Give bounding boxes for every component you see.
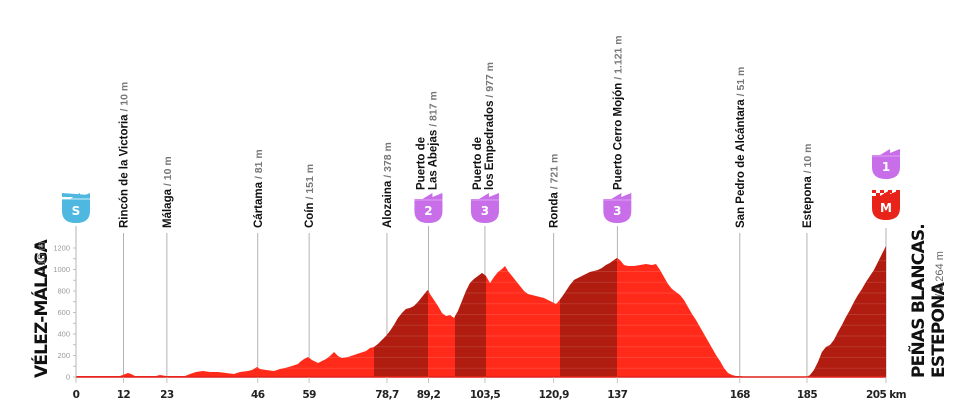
- waypoint-name: Málaga / 10 m: [162, 156, 174, 228]
- category-badge: 2: [414, 193, 443, 223]
- waypoint-name: los Empedrados / 977 m: [484, 62, 496, 190]
- start-alt: / 10 m: [36, 241, 48, 272]
- waypoint-name: Rincón de la Victoria / 10 m: [118, 82, 130, 228]
- y-tick-label: 400: [57, 330, 70, 339]
- svg-text:/ 10 m: / 10 m: [36, 241, 48, 272]
- waypoint-name: Alozaina / 378 m: [382, 142, 394, 228]
- finish-name-line1: PEÑAS BLANCAS.: [906, 224, 929, 378]
- waypoint-altitude: / 1.121 m: [612, 35, 624, 82]
- waypoint-name: Puerto Cerro Mojón / 1.121 m: [612, 35, 624, 190]
- x-tick-label: 0: [73, 389, 80, 401]
- waypoint-altitude: / 817 m: [427, 91, 439, 130]
- y-tick-label: 1200: [53, 244, 70, 253]
- waypoint-name: Cártama / 81 m: [253, 149, 265, 228]
- x-tick-label: 46: [251, 389, 265, 401]
- x-tick-label: 12: [117, 389, 131, 401]
- svg-text:/ 1.264 m: / 1.264 m: [934, 251, 946, 297]
- waypoint-name: San Pedro de Alcántara / 51 m: [735, 67, 747, 228]
- waypoint-name: Puerto de: [415, 137, 427, 190]
- category-badge-text: 1: [882, 160, 890, 174]
- climb-segment: [455, 246, 486, 377]
- finish-label: PEÑAS BLANCAS.: [906, 224, 929, 378]
- category-badge: 3: [470, 193, 499, 223]
- waypoint-name: Las Abejas / 817 m: [427, 91, 439, 190]
- y-tick-label: 800: [57, 287, 70, 296]
- category-badge-text: 3: [613, 204, 621, 218]
- y-tick-label: 0: [66, 373, 70, 382]
- x-tick-label: 89,2: [417, 389, 441, 401]
- x-tick-label: 59: [302, 389, 316, 401]
- x-axis: 0 12 23 46 59 78,7 89,2 103,5 120,9 137 168 185 205 …: [73, 377, 907, 401]
- x-tick-label: 103,5: [470, 389, 501, 401]
- x-tick-label: 23: [160, 389, 174, 401]
- x-tick-label: 120,9: [539, 389, 570, 401]
- y-tick-label: 1000: [53, 265, 70, 274]
- start-label: VÉLEZ-MÁLAGA: [30, 238, 52, 378]
- waypoint-altitude: / 10 m: [162, 156, 174, 189]
- finish-badge-text: M: [880, 201, 892, 215]
- waypoint-altitude: / 10 m: [118, 82, 130, 115]
- finish-label-line2: ESTEPONA: [929, 281, 949, 378]
- waypoint-labels: Rincón de la Victoria / 10 m Málaga / 10 …: [118, 35, 814, 228]
- category-badge-text: 2: [424, 204, 432, 218]
- waypoint-name: Ronda / 721 m: [549, 154, 561, 228]
- category-badge-text: 3: [481, 204, 489, 218]
- y-tick-label: 600: [57, 308, 70, 317]
- y-tick-label: 200: [57, 351, 70, 360]
- waypoint-name: Puerto de: [472, 137, 484, 190]
- elevation-profile: [76, 246, 886, 378]
- waypoint-altitude: / 977 m: [484, 62, 496, 101]
- climb-segment: [810, 246, 886, 377]
- waypoint-altitude: / 378 m: [382, 142, 394, 181]
- start-badge-text: S: [72, 204, 81, 218]
- waypoint-altitude: / 10 m: [802, 144, 814, 177]
- waypoint-name: Estepona / 10 m: [802, 144, 814, 228]
- category-badge: 1: [872, 149, 900, 179]
- y-axis: 0 200 400 600 800 1000 1200: [53, 244, 77, 382]
- finish-badge: M: [872, 190, 900, 220]
- waypoint-altitude: / 151 m: [304, 164, 316, 203]
- finish-alt: / 1.264 m: [934, 251, 946, 297]
- climb-segment: [560, 246, 617, 377]
- start-name: VÉLEZ-MÁLAGA: [30, 238, 52, 378]
- finish-name-line2: ESTEPONA: [929, 281, 949, 378]
- waypoint-name: Coín / 151 m: [304, 164, 316, 228]
- waypoint-altitude: / 81 m: [253, 149, 265, 182]
- x-tick-label: 78,7: [375, 389, 399, 401]
- start-badge: S: [62, 193, 90, 223]
- waypoint-altitude: / 51 m: [735, 67, 747, 100]
- category-badge: 3: [603, 193, 632, 223]
- badges: S 2 3 3 1 M: [62, 149, 900, 223]
- x-tick-label: 137: [607, 389, 627, 401]
- x-tick-label: 205 km: [866, 389, 907, 401]
- x-tick-label: 185: [797, 389, 817, 401]
- x-tick-label: 168: [730, 389, 750, 401]
- waypoint-altitude: / 721 m: [549, 154, 561, 193]
